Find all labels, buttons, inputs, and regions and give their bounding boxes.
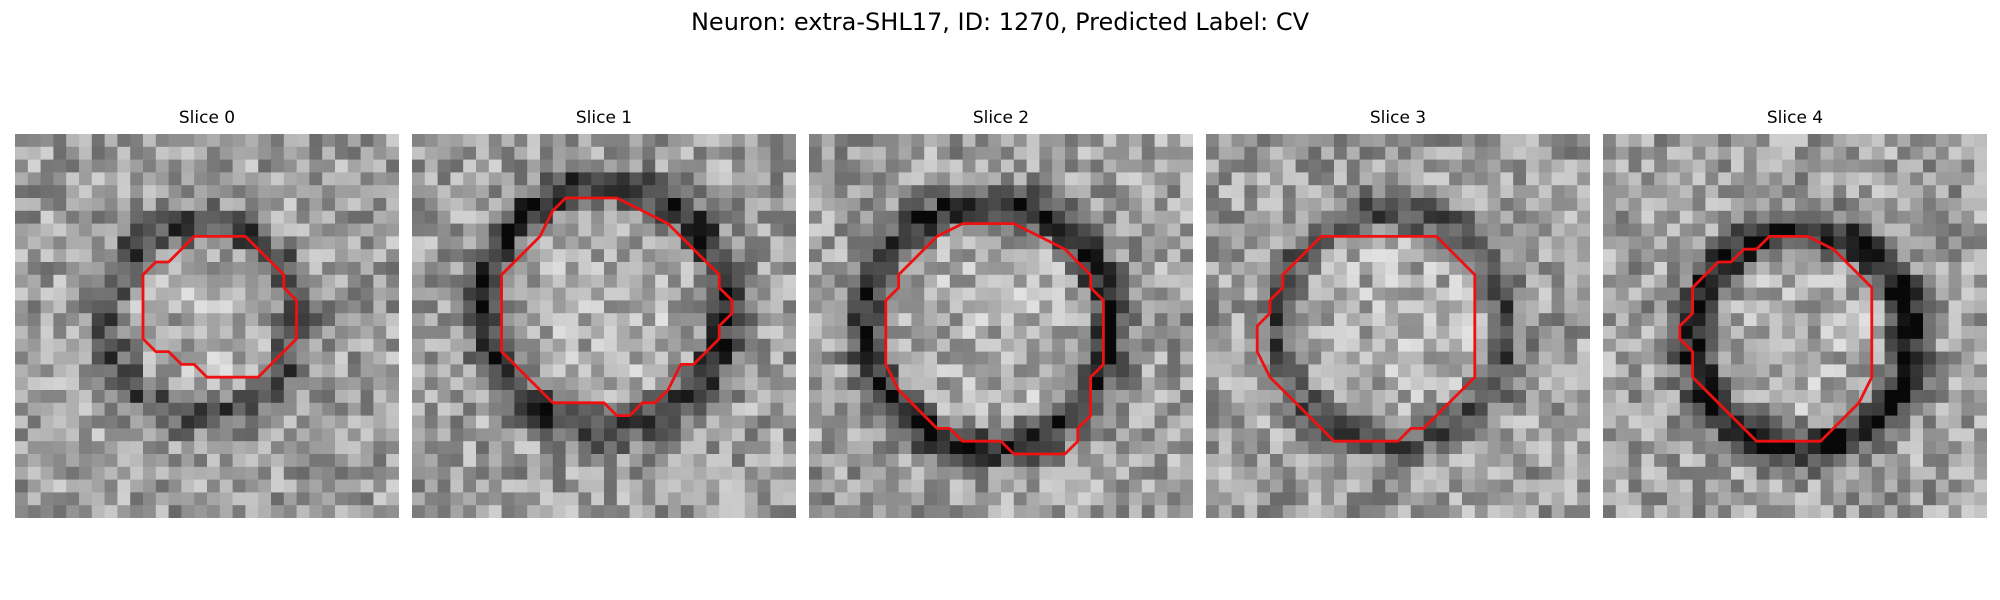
slice-title-3: Slice 3	[1369, 108, 1427, 128]
segmentation-contour	[1255, 234, 1477, 443]
segmentation-contour	[884, 222, 1105, 456]
slice-image-4	[1603, 134, 1987, 518]
slice-title-4: Slice 4	[1766, 108, 1824, 128]
segmentation-contour	[141, 234, 299, 379]
slice-image-0	[15, 134, 399, 518]
figure-title: Neuron: extra-SHL17, ID: 1270, Predicted…	[690, 8, 1310, 36]
segmentation-contour	[500, 196, 734, 418]
segmentation-contour	[1678, 234, 1874, 443]
slice-title-0: Slice 0	[178, 108, 236, 128]
slice-title-1: Slice 1	[575, 108, 633, 128]
slice-image-1	[412, 134, 796, 518]
slice-title-2: Slice 2	[972, 108, 1030, 128]
slice-image-3	[1206, 134, 1590, 518]
slice-image-2	[809, 134, 1193, 518]
